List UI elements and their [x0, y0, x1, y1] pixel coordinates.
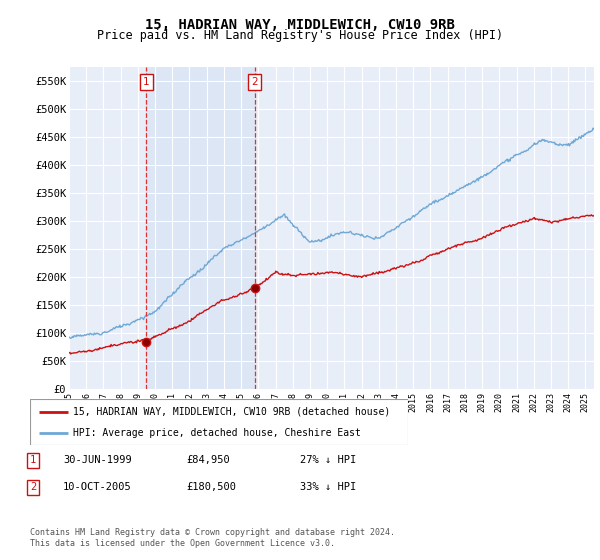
Text: HPI: Average price, detached house, Cheshire East: HPI: Average price, detached house, Ches…	[73, 428, 361, 438]
Text: 2: 2	[251, 77, 258, 87]
Text: 10-OCT-2005: 10-OCT-2005	[63, 482, 132, 492]
Text: £180,500: £180,500	[186, 482, 236, 492]
Text: £84,950: £84,950	[186, 455, 230, 465]
FancyBboxPatch shape	[30, 399, 408, 445]
Text: 1: 1	[30, 455, 36, 465]
Text: Contains HM Land Registry data © Crown copyright and database right 2024.
This d: Contains HM Land Registry data © Crown c…	[30, 528, 395, 548]
Text: Price paid vs. HM Land Registry's House Price Index (HPI): Price paid vs. HM Land Registry's House …	[97, 29, 503, 42]
Text: 15, HADRIAN WAY, MIDDLEWICH, CW10 9RB (detached house): 15, HADRIAN WAY, MIDDLEWICH, CW10 9RB (d…	[73, 407, 391, 417]
Text: 15, HADRIAN WAY, MIDDLEWICH, CW10 9RB: 15, HADRIAN WAY, MIDDLEWICH, CW10 9RB	[145, 18, 455, 32]
Bar	[146, 67, 254, 389]
Text: 1: 1	[143, 77, 150, 87]
Text: 30-JUN-1999: 30-JUN-1999	[63, 455, 132, 465]
Text: 2: 2	[30, 482, 36, 492]
Text: 33% ↓ HPI: 33% ↓ HPI	[300, 482, 356, 492]
Text: 27% ↓ HPI: 27% ↓ HPI	[300, 455, 356, 465]
